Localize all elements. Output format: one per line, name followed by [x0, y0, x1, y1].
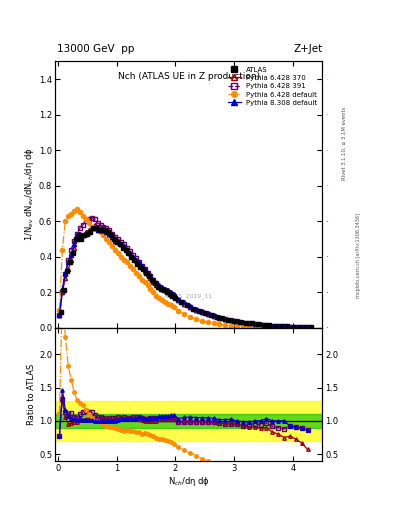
Text: Nch (ATLAS UE in Z production): Nch (ATLAS UE in Z production) — [118, 72, 260, 81]
Text: ATLAS_2019_11: ATLAS_2019_11 — [164, 293, 213, 298]
Text: Rivet 3.1.10, ≥ 3.1M events: Rivet 3.1.10, ≥ 3.1M events — [342, 106, 347, 180]
Y-axis label: Ratio to ATLAS: Ratio to ATLAS — [28, 364, 36, 425]
Text: mcplots.cern.ch [arXiv:1306.3436]: mcplots.cern.ch [arXiv:1306.3436] — [356, 214, 361, 298]
Text: 13000 GeV  pp: 13000 GeV pp — [57, 44, 134, 54]
X-axis label: N$_{ch}$/dη dϕ: N$_{ch}$/dη dϕ — [168, 475, 209, 488]
Legend: ATLAS, Pythia 6.428 370, Pythia 6.428 391, Pythia 6.428 default, Pythia 8.308 de: ATLAS, Pythia 6.428 370, Pythia 6.428 39… — [227, 65, 319, 108]
Y-axis label: 1/N$_{ev}$ dN$_{ev}$/dN$_{ch}$/dη dϕ: 1/N$_{ev}$ dN$_{ev}$/dN$_{ch}$/dη dϕ — [23, 148, 36, 241]
Text: Z+Jet: Z+Jet — [293, 44, 322, 54]
